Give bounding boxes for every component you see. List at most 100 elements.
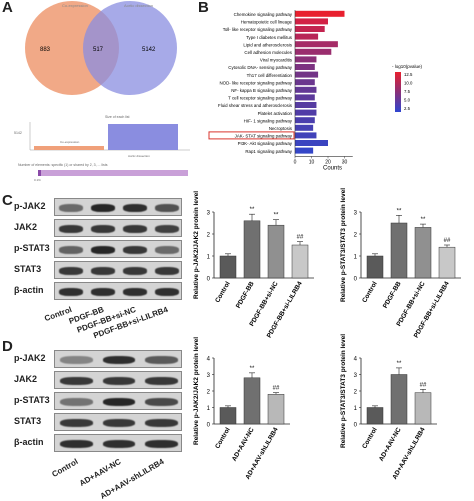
upset-bar-aortic-dissection (108, 124, 178, 150)
blot-band (122, 204, 148, 212)
bar-ytick: 0 (207, 277, 211, 283)
blot-band (154, 267, 180, 275)
blot-row-label: β-actin (14, 437, 44, 447)
kegg-legend-tick: 10.0 (404, 81, 413, 86)
bar (414, 392, 432, 425)
blot-row-label: JAK2 (14, 222, 38, 232)
bar-ylabel: Relative p-JAK2/JAK2 protein level (193, 191, 200, 299)
kegg-bar (295, 41, 338, 48)
blot-strip (54, 392, 182, 410)
bar-significance: ** (274, 213, 279, 219)
bar (366, 407, 384, 425)
bar-significance: ** (397, 208, 402, 214)
blot-band (60, 440, 93, 448)
blot-band (122, 246, 148, 254)
kegg-pathway-label: Necroptosis (269, 126, 293, 131)
kegg-pathway-label: NF- kappa B signaling pathway (231, 88, 293, 93)
kegg-pathway-label: Lipid and atherosclerosis (243, 42, 292, 47)
bar (267, 224, 285, 279)
venn-right-title: Aortic dissection (124, 3, 153, 8)
bar-significance: ** (397, 361, 402, 367)
kegg-pathway-label: HIF- 1 signaling pathway (244, 118, 293, 123)
blot-band (102, 398, 136, 406)
bar-ytick: 4 (354, 357, 358, 363)
bar (414, 227, 432, 279)
kegg-bar (295, 71, 319, 78)
blot-band (154, 246, 180, 254)
blot-band (122, 225, 148, 233)
kegg-legend-colorbar (395, 72, 401, 112)
upset-bar-co-expression-label: Co-expression (60, 140, 80, 144)
blot-band (154, 204, 180, 212)
bar-ytick: 3 (354, 373, 358, 379)
kegg-pathway-label: Platelet activation (258, 111, 293, 116)
kegg-bar (295, 18, 328, 25)
bar-significance: ** (421, 217, 426, 223)
bar (390, 374, 408, 425)
bar (438, 246, 456, 279)
kegg-bar (295, 79, 315, 86)
kegg-pathway-label: Hematopoietic cell lineage (241, 20, 293, 25)
bar (291, 244, 309, 279)
blot-band (102, 419, 136, 427)
bar-category-label: Control (361, 280, 379, 304)
kegg-pathway-label: Rap1 signaling pathway (245, 149, 292, 154)
blot-strip (54, 350, 182, 368)
blot-row-label: p-STAT3 (14, 395, 50, 405)
blot-band (145, 419, 178, 427)
blot-band (102, 377, 136, 385)
kegg-bar (295, 33, 319, 40)
bar-ytick: 1 (207, 406, 211, 412)
blot-band (122, 267, 148, 275)
blot-row-label: β-actin (14, 285, 44, 295)
kegg-bar (295, 117, 315, 124)
upset-bar-co-expression (34, 146, 104, 150)
kegg-bar (295, 102, 317, 108)
blot-lane-label: Control (50, 457, 80, 480)
kegg-pathway-label: Toll- like receptor signaling pathway (223, 27, 293, 32)
bar-significance: ** (250, 207, 255, 213)
venn-circle-right (83, 1, 177, 95)
bar-ytick: 3 (207, 211, 211, 217)
upset-caption-top: Size of each list (105, 115, 130, 119)
blot-band (60, 419, 93, 427)
blot-strip (54, 371, 182, 389)
blot-band (102, 356, 136, 364)
bar-ytick: 0 (354, 423, 358, 429)
bar-category-label: AD+AAV-NC (378, 426, 403, 462)
blot-band (145, 356, 178, 364)
blot-band (90, 246, 116, 254)
kegg-xtick: 20 (325, 159, 331, 165)
blot-band (90, 288, 116, 296)
bar-ytick: 2 (207, 390, 211, 396)
bar (366, 255, 384, 279)
bar-ytick: 2 (207, 233, 211, 239)
bar (219, 255, 237, 279)
bar-category-label: Control (214, 426, 232, 450)
kegg-bar (295, 56, 317, 63)
upset-caption-bottom: Number of elements: specific (1) or shar… (18, 163, 108, 167)
kegg-pathway-label: T cell receptor signaling pathway (228, 96, 293, 101)
bar-chart-c-pjak2: 0 1 2 3 Relative p-JAK2/JAK2 protein level Co… (193, 191, 314, 339)
kegg-xlabel: Counts (323, 165, 342, 171)
blot-band (122, 288, 148, 296)
kegg-pathway-label: PI3K- Akt signaling pathway (238, 141, 293, 146)
panel-label-d: D (2, 338, 13, 355)
blot-band (102, 440, 136, 448)
kegg-bar (295, 26, 325, 32)
bar-significance: ## (297, 235, 304, 241)
kegg-bar (295, 124, 314, 131)
venn-right-count: 5142 (142, 47, 156, 53)
venn-overlap-count: 517 (93, 47, 104, 53)
bar-ylabel: Relative p-JAK2/JAK2 protein level (193, 337, 200, 445)
blot-strip (54, 282, 182, 300)
blot-band (90, 267, 116, 275)
kegg-bar (295, 10, 345, 17)
kegg-pathway-label: Type I diabetes mellitus (246, 35, 293, 40)
bar-ytick: 3 (207, 373, 211, 379)
bar (243, 377, 261, 425)
blot-strip (54, 261, 182, 279)
upset-shared-bar (38, 170, 188, 176)
kegg-bar (295, 94, 315, 101)
kegg-pathway-label: Viral myocarditis (260, 58, 293, 63)
